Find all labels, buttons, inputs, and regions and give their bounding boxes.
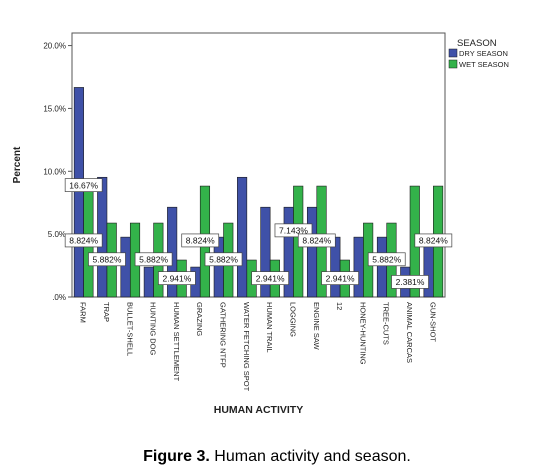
data-label: 2.941% xyxy=(256,273,285,283)
y-tick-label: 10.0% xyxy=(43,167,66,176)
data-label: 7.143% xyxy=(279,226,308,236)
y-tick-label: 5.0% xyxy=(48,230,66,239)
y-tick-label: 15.0% xyxy=(43,104,66,113)
x-tick-label: BULLET-SHELL xyxy=(125,302,134,356)
figure-caption: Figure 3. Human activity and season. xyxy=(0,448,554,466)
x-tick-label: GUN-SHOT xyxy=(428,302,437,342)
data-label-box xyxy=(158,271,196,285)
x-tick-label: FARM xyxy=(79,302,88,323)
x-tick-label: HUNTING DOG xyxy=(149,302,158,355)
data-label: 2.941% xyxy=(162,273,191,283)
data-label: 8.824% xyxy=(419,236,448,246)
x-tick-label: HUMAN SETTLEMENT xyxy=(172,302,181,382)
data-label-box xyxy=(414,233,453,248)
legend-entry: WET SEASON xyxy=(459,60,509,69)
legend-swatch xyxy=(448,59,458,69)
x-tick-label: TREE-CUTS xyxy=(382,302,391,345)
bar-chart: .0% 5.0% 10.0% 15.0% 20.0% Percent FARM TRAP BUL… xyxy=(12,32,509,416)
x-tick-label: LOGGING xyxy=(288,302,297,337)
bar-dry-season xyxy=(306,206,318,298)
data-label: 5.882% xyxy=(139,254,168,264)
bar-dry-season xyxy=(237,176,248,298)
data-label: 8.824% xyxy=(302,236,331,246)
figure-label: Figure 3. xyxy=(143,448,210,465)
x-tick-label: GRAZING xyxy=(195,302,204,336)
data-label-box xyxy=(204,252,243,267)
data-label: 16.67% xyxy=(69,180,98,190)
bar-dry-season xyxy=(167,206,178,298)
data-label-box xyxy=(181,233,220,248)
x-tick-label: HONEY-HUNTING xyxy=(358,302,367,365)
bar-dry-season xyxy=(143,266,154,298)
data-label-box xyxy=(367,252,406,267)
legend-swatch xyxy=(448,48,458,58)
bar-dry-season xyxy=(376,236,388,298)
data-label: 8.824% xyxy=(186,236,215,246)
data-label: 2.381% xyxy=(396,277,425,287)
data-label-box xyxy=(297,233,336,248)
data-label: 8.824% xyxy=(69,236,98,246)
y-axis-title: Percent xyxy=(12,146,23,183)
data-label-box xyxy=(391,275,429,289)
y-tick-label: .0% xyxy=(52,293,66,302)
x-tick-label: ENGINE SAW xyxy=(312,302,321,351)
bar-dry-season xyxy=(260,206,271,298)
x-tick-label: HUMAN TRAIL xyxy=(265,302,274,353)
legend-entry: DRY SEASON xyxy=(459,49,508,58)
x-tick-label: 12 xyxy=(335,302,344,310)
data-label-box xyxy=(134,252,173,267)
data-label: 5.882% xyxy=(209,254,238,264)
x-tick-label: ANIMAL CARCAS xyxy=(405,302,414,363)
data-label-box xyxy=(321,271,359,285)
x-tick-label: GATHERING NTFP xyxy=(219,302,228,368)
bar-dry-season xyxy=(120,236,131,298)
x-tick-label: TRAP xyxy=(102,302,111,322)
data-label-box xyxy=(64,233,103,248)
legend-title: SEASON xyxy=(457,38,497,49)
data-label-box xyxy=(88,252,126,267)
data-label-box xyxy=(64,178,103,192)
x-axis-title: HUMAN ACTIVITY xyxy=(214,404,303,416)
bar-dry-season xyxy=(73,87,84,298)
y-tick-label: 20.0% xyxy=(43,42,66,51)
data-label: 2.941% xyxy=(326,273,355,283)
data-label-box xyxy=(251,271,290,285)
data-label: 5.882% xyxy=(93,254,122,264)
data-label: 5.882% xyxy=(372,254,401,264)
bar-dry-season xyxy=(353,236,364,298)
figure-caption-text: Human activity and season. xyxy=(209,448,411,465)
x-tick-label: WATER FETCHING SPOT xyxy=(242,302,251,392)
